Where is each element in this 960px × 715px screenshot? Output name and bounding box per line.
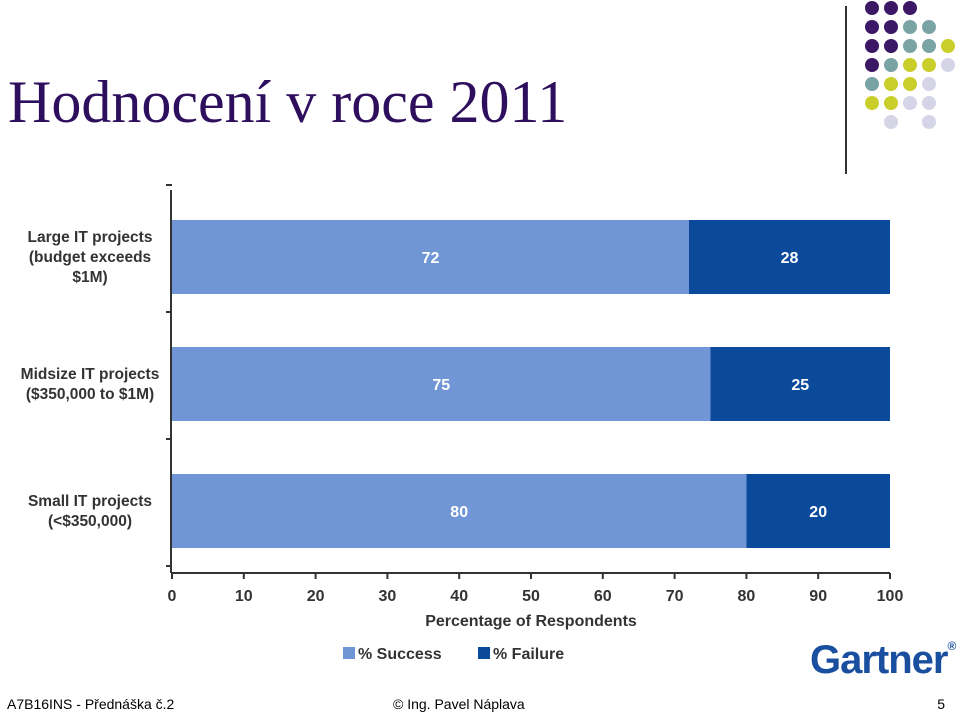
data-label: 75 (432, 377, 450, 394)
bar-success (172, 347, 711, 421)
decoration-dot (884, 1, 898, 15)
decoration-dot (922, 96, 936, 110)
decoration-dot (865, 58, 879, 72)
x-tick-label: 100 (877, 588, 904, 605)
gartner-logo: Gartner® (810, 638, 957, 682)
category-label: $1M) (72, 269, 107, 286)
title-divider-line (845, 6, 847, 174)
decoration-dot (903, 58, 917, 72)
x-tick-label: 60 (594, 588, 612, 605)
data-label: 20 (809, 504, 827, 521)
decoration-dot (865, 20, 879, 34)
decoration-dot (903, 20, 917, 34)
decoration-dot (865, 1, 879, 15)
legend-swatch-failure (478, 647, 490, 659)
decoration-dot (865, 39, 879, 53)
data-label: 25 (791, 377, 809, 394)
legend-label: % Success (358, 646, 442, 663)
data-label: 28 (781, 250, 799, 267)
decoration-dot (922, 77, 936, 91)
x-axis-title: Percentage of Respondents (425, 613, 637, 630)
decoration-dot (941, 39, 955, 53)
decoration-dot (865, 77, 879, 91)
x-tick-label: 10 (235, 588, 253, 605)
bar-success (172, 474, 747, 548)
footer-page-number: 5 (937, 696, 945, 712)
x-tick-label: 0 (168, 588, 177, 605)
category-label: Midsize IT projects (21, 366, 160, 383)
decoration-dot (903, 96, 917, 110)
legend-label: % Failure (493, 646, 564, 663)
decoration-dot (922, 20, 936, 34)
decoration-dot-grid (865, 1, 955, 129)
decoration-dot (884, 96, 898, 110)
x-tick-label: 50 (522, 588, 540, 605)
x-tick-label: 90 (809, 588, 827, 605)
footer-course-label: A7B16INS - Přednáška č.2 (7, 696, 175, 712)
decoration-dot (922, 115, 936, 129)
logo-text: Gartner (810, 638, 948, 682)
decoration-dot (865, 96, 879, 110)
decoration-dot (922, 39, 936, 53)
x-tick-label: 80 (738, 588, 756, 605)
decoration-dot (884, 39, 898, 53)
bar-failure (710, 347, 890, 421)
category-label: (<$350,000) (48, 513, 132, 530)
bar-failure (688, 220, 890, 294)
decoration-dot (884, 58, 898, 72)
x-tick-label: 30 (379, 588, 397, 605)
slide-title: Hodnocení v roce 2011 (8, 69, 568, 135)
decoration-dot (903, 39, 917, 53)
legend-swatch-success (343, 647, 355, 659)
data-label: 80 (450, 504, 468, 521)
data-label: 72 (422, 250, 440, 267)
bar-failure (746, 474, 890, 548)
decoration-dot (903, 77, 917, 91)
category-label: Small IT projects (28, 493, 152, 510)
decoration-dot (884, 77, 898, 91)
x-tick-label: 40 (450, 588, 468, 605)
category-label: ($350,000 to $1M) (26, 386, 154, 403)
logo-registered-mark: ® (947, 639, 957, 653)
category-label: Large IT projects (28, 229, 153, 246)
decoration-dot (884, 20, 898, 34)
footer-author: © Ing. Pavel Náplava (393, 696, 525, 712)
category-label: (budget exceeds (29, 249, 151, 266)
decoration-dot (922, 58, 936, 72)
decoration-dot (903, 1, 917, 15)
stacked-bar-chart: 72 28 Large IT projects (budget exceeds $1M)… (21, 184, 904, 663)
bar-success (172, 220, 689, 294)
decoration-dot (884, 115, 898, 129)
x-tick-label: 20 (307, 588, 325, 605)
decoration-dot (941, 58, 955, 72)
x-tick-label: 70 (666, 588, 684, 605)
